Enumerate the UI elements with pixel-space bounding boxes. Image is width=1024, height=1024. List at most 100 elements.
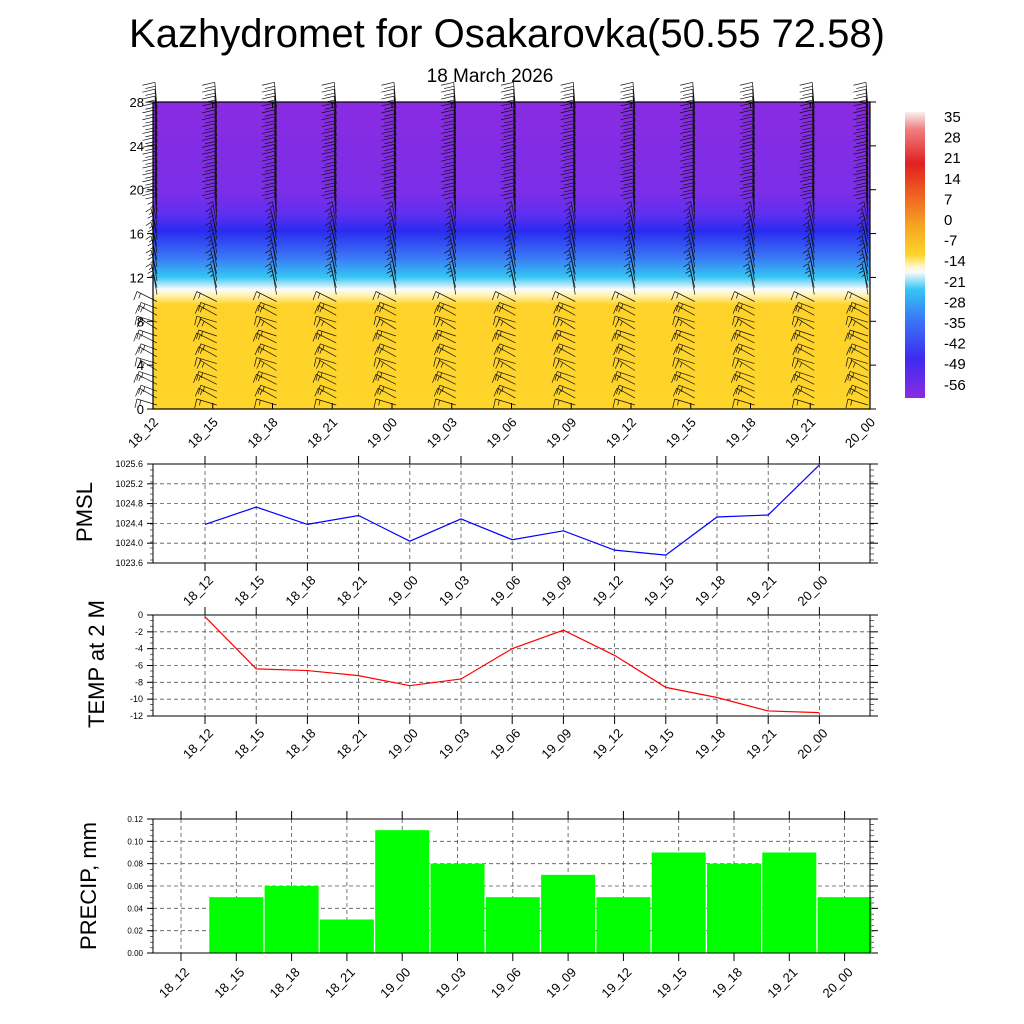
wind-barb-flag <box>628 232 632 236</box>
wind-barb-flag <box>748 219 752 222</box>
wind-barb-flag <box>739 171 753 176</box>
wind-barb-shaft <box>439 302 456 309</box>
wind-barb-flag <box>799 81 813 86</box>
wind-barb-flag <box>802 175 813 179</box>
wind-barb-flag <box>853 150 867 155</box>
wind-barb-shaft <box>497 387 516 399</box>
wind-barb-flag <box>563 208 570 213</box>
wind-barb-flag <box>202 386 205 392</box>
wind-barb-shaft <box>796 346 815 358</box>
wind-barb-flag <box>799 321 802 327</box>
wind-barb-flag <box>849 302 853 312</box>
wind-barb-flag <box>202 88 215 93</box>
wind-barb-flag <box>797 389 801 396</box>
xtick-label: 19_12 <box>598 965 634 1001</box>
wind-barb-flag <box>202 95 215 100</box>
wind-barb-flag <box>565 201 572 205</box>
wind-barb-flag <box>802 189 813 193</box>
wind-barb-flag <box>854 303 857 310</box>
xtick-label: 18_18 <box>282 573 318 609</box>
wind-barb-flag <box>261 81 275 86</box>
wind-barb-flag <box>500 81 514 86</box>
wind-barb-flag <box>312 374 317 383</box>
wind-barb-flag <box>255 329 259 339</box>
xtick-label: 19_00 <box>385 726 421 762</box>
wind-barb-flag <box>560 185 574 190</box>
wind-barb-flag <box>373 316 377 326</box>
wind-barb-flag <box>844 332 849 342</box>
wind-barb-flag <box>683 141 694 145</box>
wind-barb-shaft <box>497 371 516 378</box>
wind-barb-flag <box>623 249 630 254</box>
wind-barb-flag <box>317 293 321 299</box>
wind-barb-shaft <box>198 387 217 399</box>
wind-barb-flag <box>736 317 739 323</box>
wind-barb-flag <box>381 116 395 121</box>
wind-barb-flag <box>387 212 392 215</box>
wind-barb-flag <box>680 109 693 114</box>
wind-barb-flag <box>626 267 631 271</box>
cross-xtick-label: 18_15 <box>185 415 221 451</box>
wind-barb-flag <box>324 235 331 240</box>
wind-barb-flag <box>620 178 634 183</box>
xtick-label: 19_15 <box>654 965 690 1001</box>
wind-barb-flag <box>381 185 395 190</box>
wind-barb-shaft <box>196 332 217 344</box>
xtick-label: 20_00 <box>794 726 830 762</box>
wind-barb-flag <box>205 141 216 145</box>
wind-barb-flag <box>856 85 867 89</box>
wind-barb-flag <box>688 260 692 264</box>
wind-barb-flag <box>683 235 689 240</box>
wind-barb-flag <box>205 222 211 226</box>
wind-barb-flag <box>496 293 500 299</box>
wind-barb-flag <box>742 189 753 193</box>
wind-barb-flag <box>500 116 514 121</box>
wind-barb-flag <box>856 141 867 145</box>
wind-barb-flag <box>680 345 683 351</box>
wind-barb-flag <box>500 321 504 327</box>
wind-barb-shaft <box>435 398 456 406</box>
wind-barb-flag <box>795 385 799 395</box>
wind-barb-flag <box>859 253 864 257</box>
precip-bar <box>762 852 817 953</box>
wind-barb-flag <box>798 331 801 337</box>
wind-barb-flag <box>324 85 335 89</box>
wind-barb-flag <box>619 321 623 327</box>
wind-barb-flag <box>320 331 323 337</box>
wind-barb-shaft <box>375 315 397 323</box>
wind-barb-flag <box>194 387 200 397</box>
wind-barb-flag <box>372 374 377 383</box>
wind-barb-flag <box>441 109 454 114</box>
wind-barb-shaft <box>557 387 576 399</box>
wind-barb-flag <box>441 144 454 148</box>
wind-barb-flag <box>507 212 511 215</box>
wind-barb-flag <box>563 120 574 124</box>
wind-barb-flag <box>563 222 570 226</box>
wind-barb-flag <box>145 134 156 138</box>
wind-barb-flag <box>264 175 275 179</box>
colorbar-label: 7 <box>944 191 952 208</box>
wind-barb-flag <box>680 185 693 190</box>
wind-barb-flag <box>329 205 334 208</box>
xtick-label: 19_18 <box>692 573 728 609</box>
precip-bar <box>817 897 872 953</box>
wind-barb-flag <box>202 303 205 310</box>
wind-barb-flag <box>147 270 154 274</box>
wind-barb-flag <box>861 246 865 250</box>
wind-barb-flag <box>444 120 455 124</box>
wind-barb-flag <box>194 316 198 326</box>
wind-barb-flag <box>675 302 680 312</box>
wind-barb-shaft <box>736 329 755 337</box>
ytick-label: 0.04 <box>127 904 143 913</box>
wind-barb-shaft <box>316 315 337 323</box>
wind-barb-flag <box>740 303 743 310</box>
wind-barb-flag <box>672 316 676 326</box>
wind-barb-flag <box>500 362 504 368</box>
xtick-label: 19_03 <box>436 726 472 762</box>
wind-barb-flag <box>616 302 620 312</box>
wind-barb-flag <box>384 189 395 193</box>
wind-barb-flag <box>506 215 512 219</box>
wind-barb-flag <box>389 274 393 277</box>
wind-barb-flag <box>551 374 556 383</box>
wind-barb-shaft <box>196 291 217 302</box>
